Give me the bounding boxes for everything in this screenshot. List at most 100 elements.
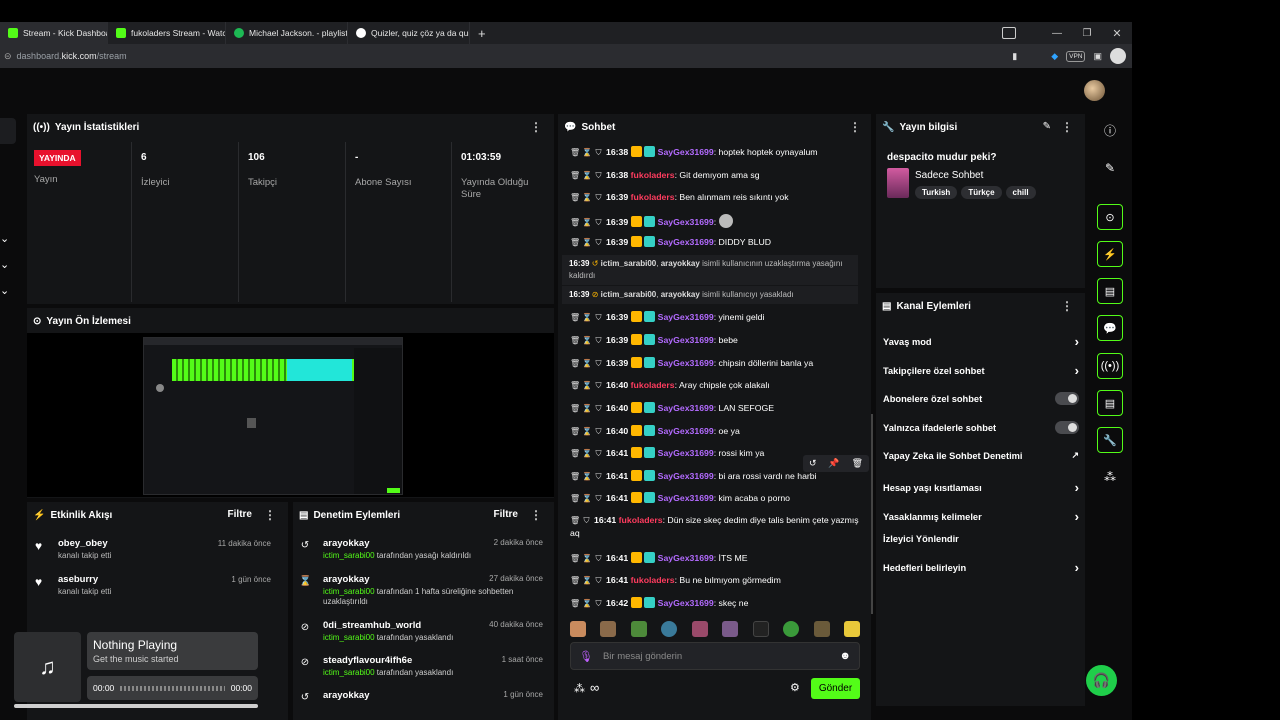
microphone-icon[interactable]: 🎙	[579, 650, 593, 663]
tag[interactable]: Türkçe	[961, 186, 1002, 199]
channel-action-item[interactable]: Hedefleri belirleyin ›	[883, 560, 1079, 575]
sidebar-activity-button[interactable]: ⚡	[1097, 241, 1123, 267]
info-icon[interactable]: ⓘ	[1103, 123, 1116, 138]
chat-username[interactable]: SayGex31699	[657, 493, 714, 503]
delete-icon[interactable]: 🗑	[570, 171, 581, 180]
user-avatar[interactable]	[1084, 80, 1105, 101]
toggle-switch[interactable]	[1055, 421, 1079, 434]
channel-action-item[interactable]: Yalnızca ifadelerle sohbet	[883, 421, 1079, 434]
emote[interactable]	[722, 621, 739, 637]
chat-message[interactable]: 🗑 ⌛ ⛉ 16:39 SayGex31699: bebe	[570, 334, 738, 345]
chat-message[interactable]: 🗑 ⌛ ⛉ 16:41 fukoladers: Bu ne bılmıyom görm…	[570, 575, 781, 585]
kick-points-icon[interactable]: ⁂	[574, 683, 585, 695]
profile-avatar[interactable]	[1110, 48, 1126, 64]
chat-username[interactable]: fukoladers	[630, 380, 675, 390]
stream-preview-video[interactable]	[143, 337, 403, 495]
delete-icon[interactable]: 🗑	[570, 599, 581, 608]
chat-message[interactable]: 🗑 ⌛ ⛉ 16:38 SayGex31699: hoptek hoptek oyna…	[570, 146, 818, 157]
chat-message[interactable]: 🗑 ⌛ ⛉ 16:40 fukoladers: Aray chipsle çok al…	[570, 380, 770, 390]
delete-icon[interactable]: 🗑	[570, 554, 581, 563]
chat-username[interactable]: SayGex31699	[657, 217, 714, 227]
music-seek-bar[interactable]	[120, 685, 225, 691]
emote[interactable]	[691, 621, 708, 637]
chat-message[interactable]: 🗑 ⌛ ⛉ 16:38 fukoladers: Git demıyom ama sg	[570, 170, 760, 180]
extension-shield-icon[interactable]: ◆	[1051, 50, 1059, 61]
more-options-icon[interactable]: ⋮	[264, 508, 276, 522]
chat-username[interactable]: SayGex31699	[657, 403, 714, 413]
chat-message[interactable]: 🗑 ⌛ ⛉ 16:39 SayGex31699: DIDDY BLUD	[570, 236, 771, 247]
delete-icon[interactable]: 🗑	[570, 313, 581, 322]
sidebar-moderation-button[interactable]: ▤	[1097, 278, 1123, 304]
chat-message[interactable]: 🗑 ⌛ ⛉ 16:41 SayGex31699: İTS ME	[570, 552, 748, 563]
chat-username[interactable]: SayGex31699	[657, 147, 714, 157]
channel-action-item[interactable]: Yapay Zeka ile Sohbet Denetimi ↗	[883, 450, 1079, 461]
browser-tab[interactable]: Quizler, quiz çöz ya da quiz	[348, 22, 470, 44]
delete-icon[interactable]: 🗑	[570, 494, 581, 503]
chat-username[interactable]: SayGex31699	[657, 237, 714, 247]
bookmark-icon[interactable]: ▮	[1012, 50, 1018, 61]
sidebar-chat-button[interactable]: 💬	[1097, 315, 1123, 341]
filter-button[interactable]: Filtre	[493, 509, 518, 520]
chat-scrollbar[interactable]	[871, 414, 873, 614]
browser-tab[interactable]: Stream - Kick Dashboard	[0, 22, 108, 44]
chat-message[interactable]: 🗑 ⌛ ⛉ 16:41 SayGex31699: bi ara rossi vardı…	[570, 470, 817, 481]
delete-icon[interactable]: 🗑	[570, 449, 581, 458]
timeout-icon[interactable]: ⌛	[582, 599, 592, 608]
chat-username[interactable]: SayGex31699	[657, 426, 714, 436]
chat-username[interactable]: fukoladers	[630, 192, 675, 202]
chat-username[interactable]: SayGex31699	[657, 471, 714, 481]
address-bar[interactable]: ⊝ dashboard. kick.com/stream ▮ ◆ VPN ▣	[0, 44, 1132, 68]
delete-icon[interactable]: 🗑	[570, 359, 581, 368]
delete-icon[interactable]: 🗑	[570, 381, 581, 390]
chat-username[interactable]: fukoladers	[618, 515, 663, 525]
emote[interactable]	[600, 621, 617, 637]
delete-icon[interactable]: 🗑	[570, 238, 581, 247]
browser-tab[interactable]: Michael Jackson. - playlist b	[226, 22, 348, 44]
apps-icon[interactable]: ⁂	[1104, 470, 1116, 484]
emote[interactable]	[752, 621, 769, 637]
tab-search-icon[interactable]	[1002, 27, 1016, 39]
chat-message[interactable]: 🗑 ⌛ ⛉ 16:41 SayGex31699: kim acaba o porno	[570, 492, 791, 503]
infinity-icon[interactable]: ∞	[590, 680, 600, 695]
channel-action-item[interactable]: İzleyici Yönlendir	[883, 534, 1079, 544]
emote[interactable]	[570, 621, 586, 637]
timeout-icon[interactable]: ⌛	[582, 554, 592, 563]
emote[interactable]	[813, 621, 830, 637]
edit-icon[interactable]: ✎	[1042, 121, 1051, 132]
timeout-icon[interactable]: ⌛	[582, 494, 592, 503]
delete-icon[interactable]: 🗑	[570, 576, 581, 585]
delete-icon[interactable]: 🗑	[570, 336, 581, 345]
channel-action-item[interactable]: Hesap yaşı kısıtlaması ›	[883, 480, 1079, 495]
more-options-icon[interactable]: ⋮	[530, 508, 542, 522]
sidebar-channel-button[interactable]: ▤	[1097, 390, 1123, 416]
timeout-icon[interactable]: ⌛	[582, 427, 592, 436]
emote[interactable]	[661, 621, 678, 637]
chat-message[interactable]: 🗑 ⌛ ⛉ 16:39 fukoladers: Ben alınmam reis sı…	[570, 192, 789, 202]
chat-message[interactable]: 🗑 ⛉ 16:41 fukoladers: Dün size skeç dedim …	[570, 515, 859, 538]
chat-message[interactable]: 🗑 ⌛ ⛉ 16:40 SayGex31699: LAN SEFOGE	[570, 402, 775, 413]
new-tab-button[interactable]: +	[478, 25, 486, 41]
chat-message[interactable]: 🗑 ⌛ ⛉ 16:39 SayGex31699:	[570, 214, 850, 229]
chevron-down-icon[interactable]: ⌄	[0, 233, 10, 245]
emote[interactable]	[783, 621, 800, 637]
restore-icon[interactable]: ❐	[1082, 27, 1092, 39]
chat-message[interactable]: 🗑 ⌛ ⛉ 16:42 SayGex31699: skeç ne	[570, 597, 749, 608]
send-button[interactable]: Gönder	[811, 678, 860, 699]
chat-username[interactable]: fukoladers	[630, 575, 675, 585]
music-progress[interactable]: 00:00 00:00	[87, 676, 258, 700]
timeout-icon[interactable]: ⌛	[582, 313, 592, 322]
chat-username[interactable]: SayGex31699	[657, 553, 714, 563]
site-info-icon[interactable]: ⊝	[4, 50, 12, 61]
channel-action-item[interactable]: Yavaş mod ›	[883, 334, 1079, 349]
timeout-icon[interactable]: ⌛	[582, 381, 592, 390]
delete-icon[interactable]: 🗑	[570, 472, 581, 481]
support-button[interactable]: 🎧	[1086, 665, 1117, 696]
filter-button[interactable]: Filtre	[227, 509, 252, 520]
timeout-icon[interactable]: ⌛	[582, 193, 592, 202]
chat-settings-icon[interactable]: ⚙	[790, 682, 800, 694]
delete-icon[interactable]: 🗑	[570, 148, 581, 157]
channel-action-item[interactable]: Takipçilere özel sohbet ›	[883, 363, 1079, 378]
chat-message[interactable]: 🗑 ⌛ ⛉ 16:41 SayGex31699: rossi kim ya	[570, 447, 765, 458]
chat-username[interactable]: SayGex31699	[657, 598, 714, 608]
chat-message[interactable]: 🗑 ⌛ ⛉ 16:39 SayGex31699: chipsin döllerini …	[570, 357, 814, 368]
